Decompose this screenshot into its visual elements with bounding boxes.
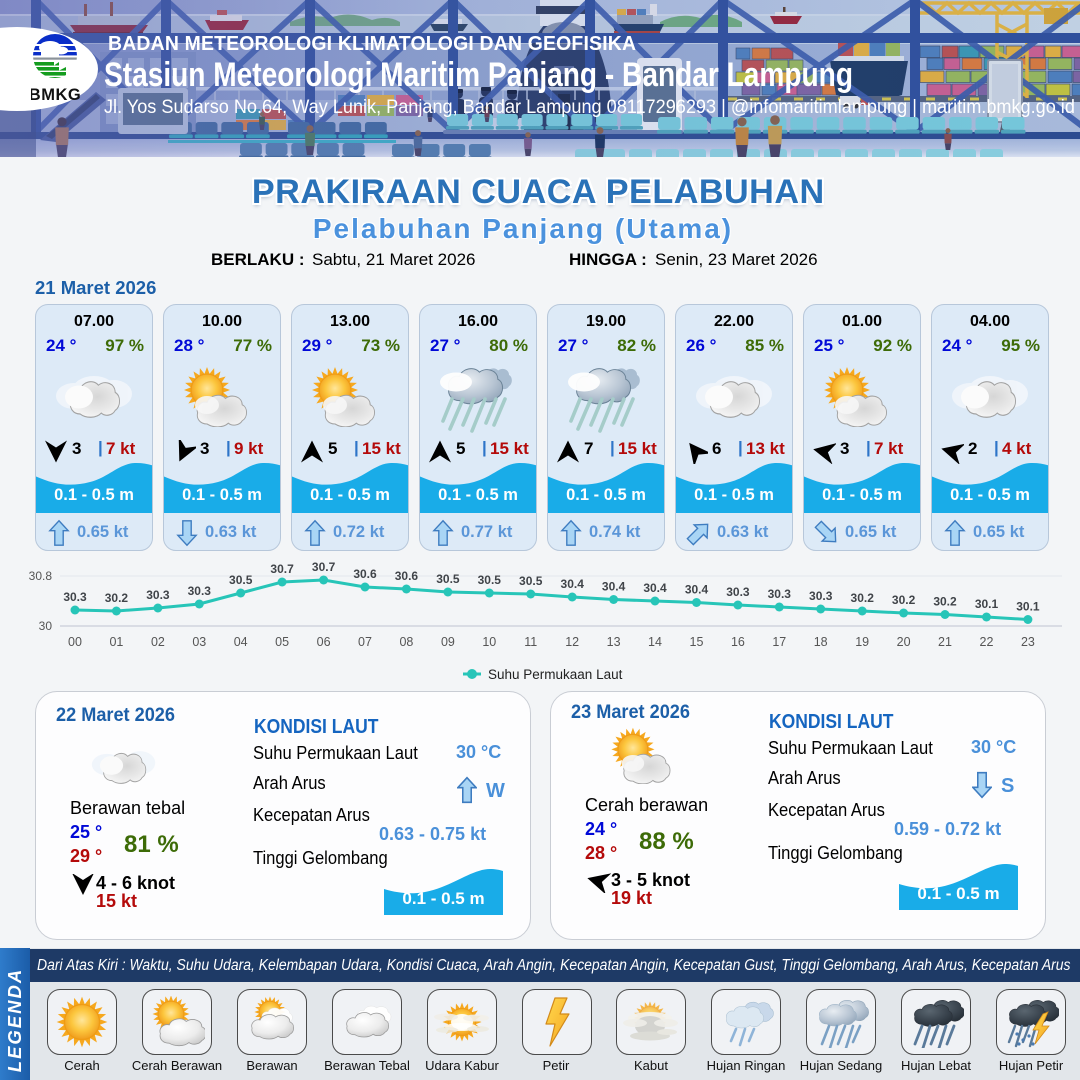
svg-text:30.5: 30.5: [478, 573, 502, 587]
svg-text:14: 14: [648, 635, 662, 649]
svg-text:30.2: 30.2: [892, 593, 916, 607]
svg-text:16: 16: [731, 635, 745, 649]
svg-text:30: 30: [39, 619, 53, 633]
svg-text:Suhu Permukaan Laut: Suhu Permukaan Laut: [488, 667, 623, 682]
svg-text:20: 20: [897, 635, 911, 649]
svg-text:10: 10: [482, 635, 496, 649]
svg-text:15: 15: [690, 635, 704, 649]
svg-text:18: 18: [814, 635, 828, 649]
svg-text:19: 19: [855, 635, 869, 649]
svg-text:30.6: 30.6: [395, 569, 419, 583]
svg-text:30.4: 30.4: [643, 581, 667, 595]
svg-text:08: 08: [399, 635, 413, 649]
svg-text:21: 21: [938, 635, 952, 649]
svg-text:00: 00: [68, 635, 82, 649]
svg-text:30.3: 30.3: [726, 585, 750, 599]
svg-text:30.2: 30.2: [933, 595, 957, 609]
svg-text:30.2: 30.2: [851, 591, 875, 605]
svg-text:30.5: 30.5: [436, 572, 460, 586]
svg-text:01: 01: [109, 635, 123, 649]
svg-text:30.7: 30.7: [312, 560, 336, 574]
svg-text:30.3: 30.3: [146, 588, 170, 602]
svg-text:30.5: 30.5: [519, 574, 543, 588]
svg-text:30.3: 30.3: [63, 590, 87, 604]
svg-text:30.3: 30.3: [188, 584, 212, 598]
svg-text:06: 06: [317, 635, 331, 649]
svg-text:09: 09: [441, 635, 455, 649]
svg-text:22: 22: [980, 635, 994, 649]
svg-text:30.1: 30.1: [1016, 600, 1040, 614]
svg-text:30.4: 30.4: [602, 580, 626, 594]
svg-text:30.4: 30.4: [685, 583, 709, 597]
svg-text:17: 17: [772, 635, 786, 649]
svg-text:23: 23: [1021, 635, 1035, 649]
svg-text:30.2: 30.2: [105, 591, 129, 605]
svg-text:02: 02: [151, 635, 165, 649]
svg-text:BMKG: BMKG: [31, 86, 81, 104]
svg-text:30.8: 30.8: [29, 569, 53, 583]
svg-text:03: 03: [192, 635, 206, 649]
svg-text:30.3: 30.3: [809, 589, 833, 603]
svg-text:30.1: 30.1: [975, 597, 999, 611]
svg-text:30.4: 30.4: [561, 577, 585, 591]
svg-text:04: 04: [234, 635, 248, 649]
svg-text:30.7: 30.7: [270, 562, 294, 576]
svg-text:11: 11: [524, 635, 537, 649]
svg-text:12: 12: [565, 635, 579, 649]
svg-text:30.3: 30.3: [768, 587, 792, 601]
svg-text:13: 13: [607, 635, 621, 649]
svg-text:05: 05: [275, 635, 289, 649]
svg-text:30.5: 30.5: [229, 573, 253, 587]
svg-text:07: 07: [358, 635, 372, 649]
svg-text:30.6: 30.6: [353, 567, 377, 581]
